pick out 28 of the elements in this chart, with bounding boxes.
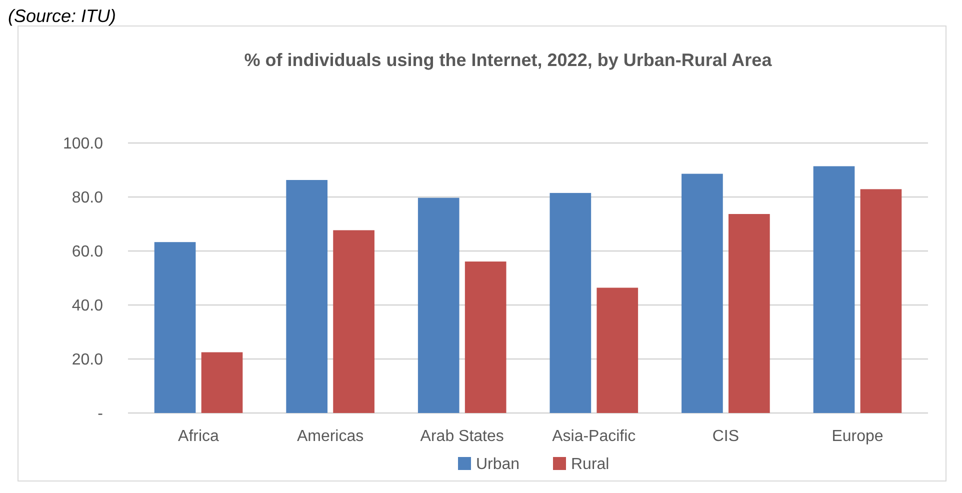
bar bbox=[201, 352, 243, 413]
x-tick-label: Americas bbox=[296, 428, 364, 445]
bar bbox=[154, 242, 196, 413]
y-tick-label: 100.0 bbox=[62, 136, 104, 153]
bar bbox=[596, 288, 638, 413]
x-tick-label: Asia-Pacific bbox=[552, 428, 636, 445]
x-tick-label: Arab States bbox=[420, 428, 504, 445]
y-tick-label: 60.0 bbox=[72, 244, 104, 261]
y-tick-label: 40.0 bbox=[72, 298, 104, 315]
legend-label: Urban bbox=[476, 456, 520, 473]
bar bbox=[286, 180, 328, 413]
bar bbox=[333, 230, 374, 413]
bar bbox=[550, 192, 592, 413]
bar bbox=[464, 262, 506, 413]
text: (Source: ITU) bbox=[8, 6, 116, 26]
y-tick-label: - bbox=[98, 406, 103, 423]
bar bbox=[813, 166, 855, 413]
y-tick-label: 80.0 bbox=[72, 190, 104, 207]
bar bbox=[682, 174, 723, 413]
bar bbox=[728, 214, 770, 413]
x-tick-label: Europe bbox=[832, 428, 884, 445]
legend-label: Rural bbox=[571, 456, 610, 473]
bar bbox=[418, 198, 460, 413]
x-tick-label: CIS bbox=[712, 428, 740, 445]
x-tick-label: Africa bbox=[178, 428, 220, 445]
y-tick-label: 20.0 bbox=[72, 352, 104, 369]
chart-title: % of individuals using the Internet, 2022, by Urban-Rural Area bbox=[244, 50, 773, 70]
bar bbox=[860, 189, 902, 413]
